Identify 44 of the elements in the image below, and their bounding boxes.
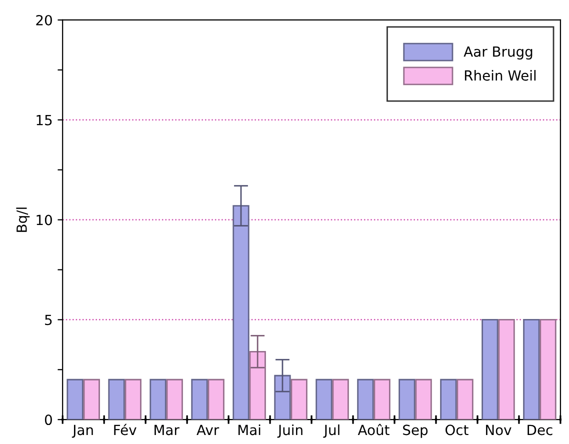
bar	[124, 378, 142, 420]
x-tick-label: Juin	[277, 424, 302, 438]
bar	[66, 378, 84, 420]
bar	[540, 318, 556, 420]
bar	[166, 378, 183, 420]
y-tick-label: 0	[44, 414, 52, 426]
bar	[150, 378, 166, 420]
y-tick-label: 10	[36, 214, 52, 226]
bar	[316, 378, 332, 420]
x-tick-label: Jul	[323, 424, 340, 438]
bar	[108, 378, 125, 420]
x-tick-label: Dec	[528, 424, 552, 436]
bar	[290, 378, 308, 420]
x-tick-label: Avr	[196, 424, 220, 435]
bar	[482, 318, 498, 420]
bar	[249, 350, 266, 420]
bar	[456, 378, 474, 420]
bar	[332, 378, 349, 420]
bar	[232, 205, 250, 420]
x-tick-label: Jan	[72, 424, 93, 438]
bar	[208, 378, 224, 420]
legend-label: Rhein Weil	[464, 70, 536, 81]
bar	[523, 318, 540, 420]
x-tick-label: Mai	[238, 424, 260, 436]
bar	[274, 374, 291, 420]
bar	[415, 378, 432, 420]
bar	[440, 378, 457, 420]
legend-label: Aar Brugg	[464, 46, 532, 60]
y-tick-label: 20	[36, 14, 52, 26]
bar	[191, 378, 208, 420]
bar	[83, 378, 100, 420]
x-tick-label: Mar	[154, 424, 180, 436]
bar	[498, 318, 515, 420]
bar	[374, 378, 390, 420]
x-tick-label: Oct	[446, 424, 468, 436]
x-tick-label: Nov	[486, 424, 512, 436]
bar	[398, 378, 416, 420]
y-tick-label: 5	[45, 314, 52, 326]
x-tick-label: Fév	[114, 424, 136, 436]
y-axis-title: Bq/l	[16, 208, 30, 232]
x-tick-label: Sep	[403, 424, 428, 438]
x-tick-label: Août	[358, 424, 390, 436]
y-tick-label: 15	[36, 115, 52, 126]
bar	[357, 378, 374, 420]
